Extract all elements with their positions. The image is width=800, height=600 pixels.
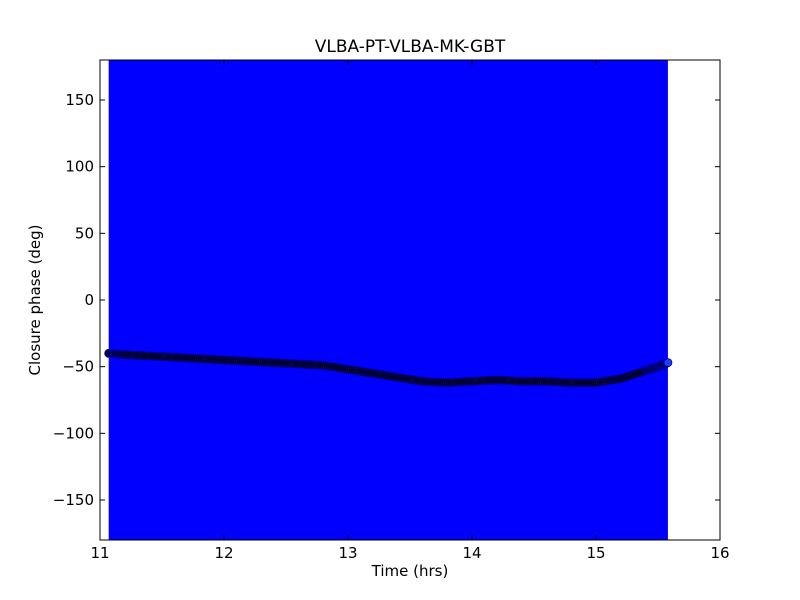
y-axis-label: Closure phase (deg) <box>26 225 44 376</box>
chart-title: VLBA-PT-VLBA-MK-GBT <box>315 37 506 57</box>
y-tick-label: 150 <box>65 91 94 109</box>
data-markers <box>104 348 673 388</box>
data-point <box>663 358 673 368</box>
x-tick-label: 16 <box>710 544 729 562</box>
y-tick-label: 100 <box>65 158 94 176</box>
y-tick-label: 0 <box>84 291 94 309</box>
plot-area <box>108 60 668 540</box>
y-tick-label: −50 <box>62 358 94 376</box>
x-tick-label: 15 <box>586 544 605 562</box>
y-tick-label: −150 <box>53 491 94 509</box>
y-tick-label: −100 <box>53 424 94 442</box>
shaded-band <box>108 60 668 540</box>
x-tick-label: 12 <box>214 544 233 562</box>
y-tick-label: 50 <box>75 224 94 242</box>
x-tick-label: 14 <box>462 544 481 562</box>
x-tick-label: 13 <box>338 544 357 562</box>
y-axis-ticks: −150 −100 −50 0 50 100 150 <box>53 91 720 509</box>
x-axis-label: Time (hrs) <box>371 562 449 580</box>
x-axis-ticks: 11 12 13 14 15 16 <box>90 60 730 562</box>
x-tick-label: 11 <box>90 544 109 562</box>
